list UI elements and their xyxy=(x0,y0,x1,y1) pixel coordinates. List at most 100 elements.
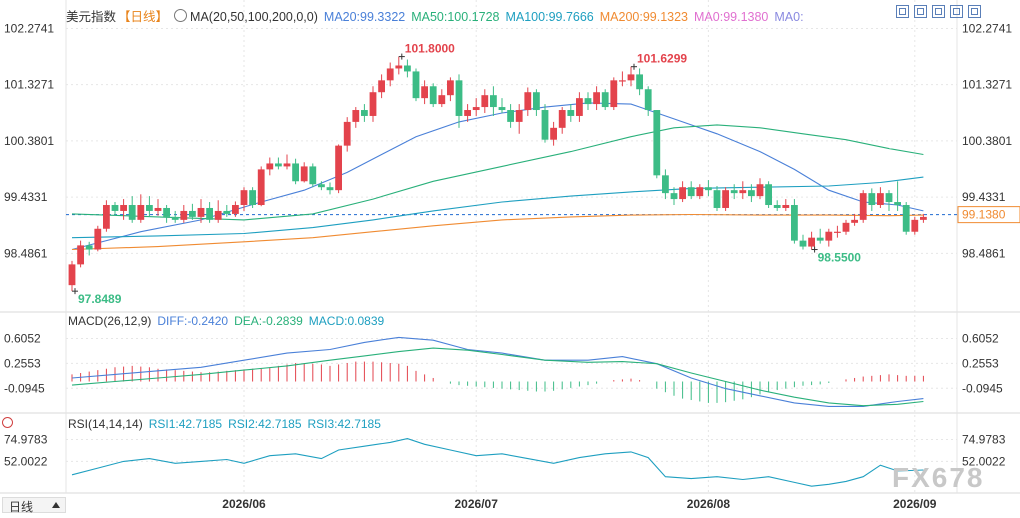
layout-icon[interactable] xyxy=(950,5,963,18)
candle-body xyxy=(189,210,196,217)
ma-line-ma50 xyxy=(71,124,924,221)
instrument-title: 美元指数 xyxy=(66,10,117,24)
main-indicator-header: 美元指数 【日线】 MA(20,50,100,200,0,0) MA20:99.332… xyxy=(66,6,816,24)
candle-body xyxy=(171,216,179,220)
macd-tick-label-right: 0.6052 xyxy=(962,331,999,345)
candle-body xyxy=(180,210,188,220)
candle-body xyxy=(911,219,919,232)
candle-body xyxy=(705,187,712,191)
ma-values-item-4: MA0:99.1380 xyxy=(694,10,769,24)
ma-values: MA20:99.3322 MA50:100.1728 MA100:99.7666 MA… xyxy=(324,10,810,24)
candle-body xyxy=(111,205,119,211)
zoom-in-icon[interactable] xyxy=(914,5,927,18)
candle-body xyxy=(748,190,755,197)
rsi-tick-label-right: 52.0022 xyxy=(962,454,1006,468)
price-tick-label-right: 102.2741 xyxy=(962,21,1012,35)
candle-body xyxy=(791,205,798,241)
candle-body xyxy=(421,86,428,99)
ma-params: MA(20,50,100,200,0,0) xyxy=(190,10,318,24)
candle-body xyxy=(765,184,772,206)
candle-body xyxy=(679,187,686,200)
candle-body xyxy=(197,207,205,217)
rsi-values-item-2: RSI3:42.7185 xyxy=(307,417,381,431)
candle-body xyxy=(266,163,274,170)
candle-body xyxy=(309,166,317,185)
window-restore-icon[interactable] xyxy=(896,5,909,18)
candle-body xyxy=(77,245,84,265)
candle-body xyxy=(859,193,867,220)
candle-body xyxy=(292,163,299,182)
candle-body xyxy=(584,98,592,105)
x-tick-label: 2026/06 xyxy=(222,497,266,511)
period-selector[interactable]: 日线 xyxy=(2,497,66,514)
period-badge[interactable]: 【日线】 xyxy=(118,10,169,24)
candle-body xyxy=(851,219,858,223)
candle-body xyxy=(481,95,489,108)
candle-body xyxy=(232,205,239,214)
maximize-icon[interactable] xyxy=(968,5,981,18)
candle-body xyxy=(541,110,549,140)
target-icon[interactable] xyxy=(2,417,13,428)
ma-line-ma200 xyxy=(71,213,924,251)
candle-body xyxy=(670,193,678,200)
candle-body xyxy=(275,163,282,167)
rsi-tick-label-left: 52.0022 xyxy=(4,454,48,468)
candle-body xyxy=(352,110,360,122)
macd-values-item-0: DIFF:-0.2420 xyxy=(157,314,229,328)
ma-values-item-5: MA0: xyxy=(774,10,804,24)
zoom-out-icon[interactable] xyxy=(932,5,945,18)
price-annotation-label: 101.8000 xyxy=(405,42,455,56)
price-annotation-label: 97.8489 xyxy=(78,292,122,306)
candle-body xyxy=(68,264,76,286)
candle-body xyxy=(438,95,446,105)
candle-body xyxy=(627,74,635,81)
candle-body xyxy=(619,80,626,82)
candle-body xyxy=(386,68,394,81)
candle-body xyxy=(361,110,368,116)
candle-body xyxy=(756,184,764,197)
candle-body xyxy=(335,145,342,191)
candle-body xyxy=(283,163,291,167)
candle-body xyxy=(610,80,618,108)
candle-body xyxy=(808,237,815,247)
candle-body xyxy=(713,190,721,208)
candle-body xyxy=(257,169,265,206)
candle-body xyxy=(455,80,463,116)
candle-body xyxy=(137,205,145,220)
candle-body xyxy=(687,187,695,197)
candle-body xyxy=(601,92,609,108)
rsi-values: RSI1:42.7185 RSI2:42.7185 RSI3:42.7185 xyxy=(149,417,387,431)
price-tick-label-left: 100.3801 xyxy=(4,134,54,148)
candle-body xyxy=(877,193,884,206)
candle-body xyxy=(318,184,325,188)
rsi-values-item-0: RSI1:42.7185 xyxy=(148,417,223,431)
last-price-tag xyxy=(957,206,1020,224)
candle-body xyxy=(326,187,334,191)
settings-gear-icon[interactable] xyxy=(174,9,188,22)
price-annotation-label: 101.6299 xyxy=(637,52,687,66)
price-tick-label-left: 102.2741 xyxy=(4,21,54,35)
price-annotation-label: 98.5500 xyxy=(818,251,862,265)
rsi-tick-label-left: 74.9783 xyxy=(4,433,48,447)
candle-body xyxy=(154,207,162,211)
candle-body xyxy=(498,107,506,111)
rsi-header: RSI(14,14,14) RSI1:42.7185 RSI2:42.7185 RSI… xyxy=(68,417,393,431)
candle-body xyxy=(739,190,747,194)
candle-body xyxy=(524,92,532,111)
candle-body xyxy=(103,205,110,229)
candle-body xyxy=(825,231,833,241)
candle-body xyxy=(412,71,420,99)
macd-tick-label-left: -0.0945 xyxy=(4,381,45,395)
candle-body xyxy=(94,228,102,250)
grid-layer xyxy=(0,0,1020,494)
rsi-line-rsi1 xyxy=(71,438,924,487)
x-tick-label: 2026/08 xyxy=(687,497,731,511)
candle-body xyxy=(662,175,669,194)
candle-body xyxy=(507,110,514,122)
macd-panel xyxy=(71,336,924,407)
last-price-label: 99.1380 xyxy=(962,208,1006,222)
rsi-title: RSI(14,14,14) xyxy=(68,417,143,431)
price-annotations: 101.8000 101.6299 97.8489 98.5500 xyxy=(72,42,862,306)
macd-title: MACD(26,12,9) xyxy=(68,314,152,328)
